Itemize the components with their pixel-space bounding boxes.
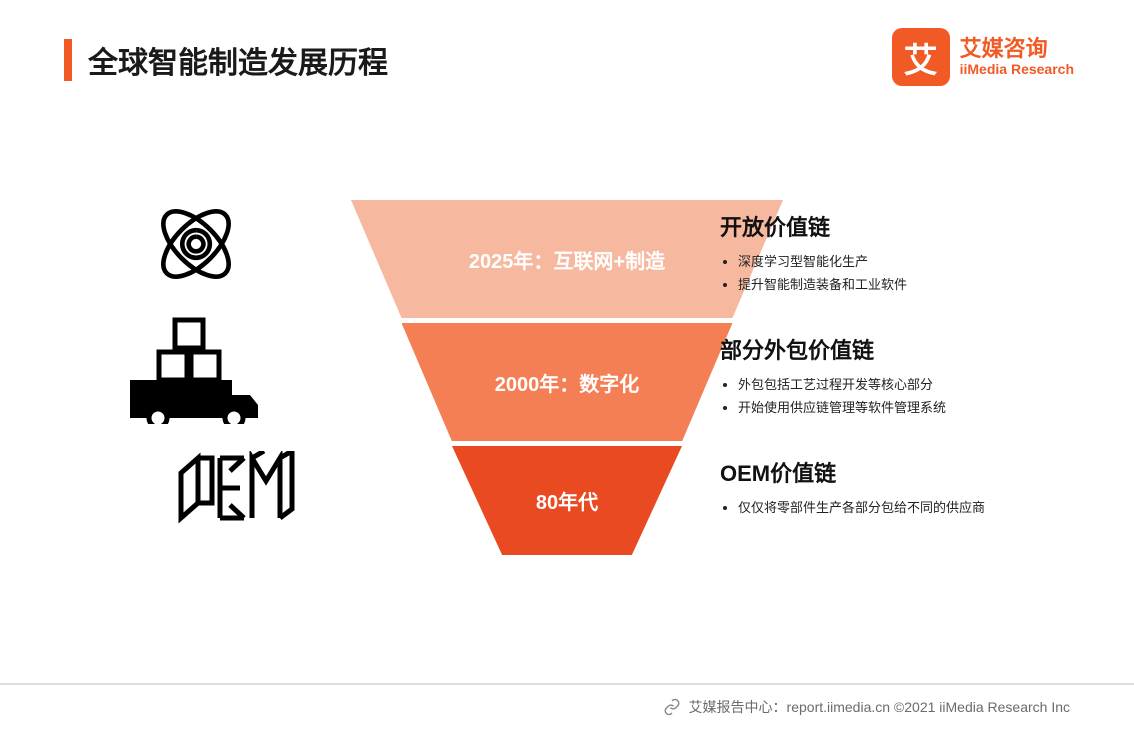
desc-list-0: 深度学习型智能化生产 提升智能制造装备和工业软件 (720, 250, 1080, 297)
footer: 艾媒报告中心：report.iimedia.cn ©2021 iiMedia R… (663, 697, 1070, 717)
funnel-layer-1: 2000年：数字化 (402, 323, 733, 441)
page-title: 全球智能制造发展历程 (88, 38, 388, 82)
logo-mark-text: 艾 (904, 33, 938, 82)
desc-block-1: 部分外包价值链 外包包括工艺过程开发等核心部分 开始使用供应链管理等软件管理系统 (720, 333, 1080, 420)
desc-bullet: 外包包括工艺过程开发等核心部分 (738, 373, 1080, 396)
footer-rule (0, 683, 1134, 685)
logo-text: 艾媒咨询 iiMedia Research (960, 37, 1074, 77)
desc-list-2: 仅仅将零部件生产各部分包给不同的供应商 (720, 496, 1080, 519)
logo-mark: 艾 (892, 28, 950, 86)
funnel-layer-2: 80年代 (452, 446, 682, 555)
logo-name-cn: 艾媒咨询 (960, 37, 1074, 61)
link-icon (663, 698, 681, 716)
desc-bullet: 开始使用供应链管理等软件管理系统 (738, 396, 1080, 419)
funnel-label-0: 2025年：互联网+制造 (469, 245, 665, 274)
desc-block-0: 开放价值链 深度学习型智能化生产 提升智能制造装备和工业软件 (720, 210, 1080, 297)
desc-title-0: 开放价值链 (720, 210, 1080, 242)
title-bar: 全球智能制造发展历程 (64, 38, 388, 82)
desc-list-1: 外包包括工艺过程开发等核心部分 开始使用供应链管理等软件管理系统 (720, 373, 1080, 420)
desc-title-2: OEM价值链 (720, 456, 1080, 488)
funnel-label-2: 80年代 (536, 486, 598, 515)
footer-text: 艾媒报告中心：report.iimedia.cn ©2021 iiMedia R… (689, 697, 1070, 717)
funnel-label-1: 2000年：数字化 (495, 368, 640, 397)
funnel-layer-0: 2025年：互联网+制造 (351, 200, 783, 318)
desc-title-1: 部分外包价值链 (720, 333, 1080, 365)
desc-bullet: 提升智能制造装备和工业软件 (738, 273, 1080, 296)
desc-block-2: OEM价值链 仅仅将零部件生产各部分包给不同的供应商 (720, 456, 1080, 519)
brand-logo: 艾 艾媒咨询 iiMedia Research (892, 28, 1074, 86)
logo-name-en: iiMedia Research (960, 61, 1074, 77)
desc-bullet: 深度学习型智能化生产 (738, 250, 1080, 273)
title-accent (64, 39, 72, 81)
desc-bullet: 仅仅将零部件生产各部分包给不同的供应商 (738, 496, 1080, 519)
